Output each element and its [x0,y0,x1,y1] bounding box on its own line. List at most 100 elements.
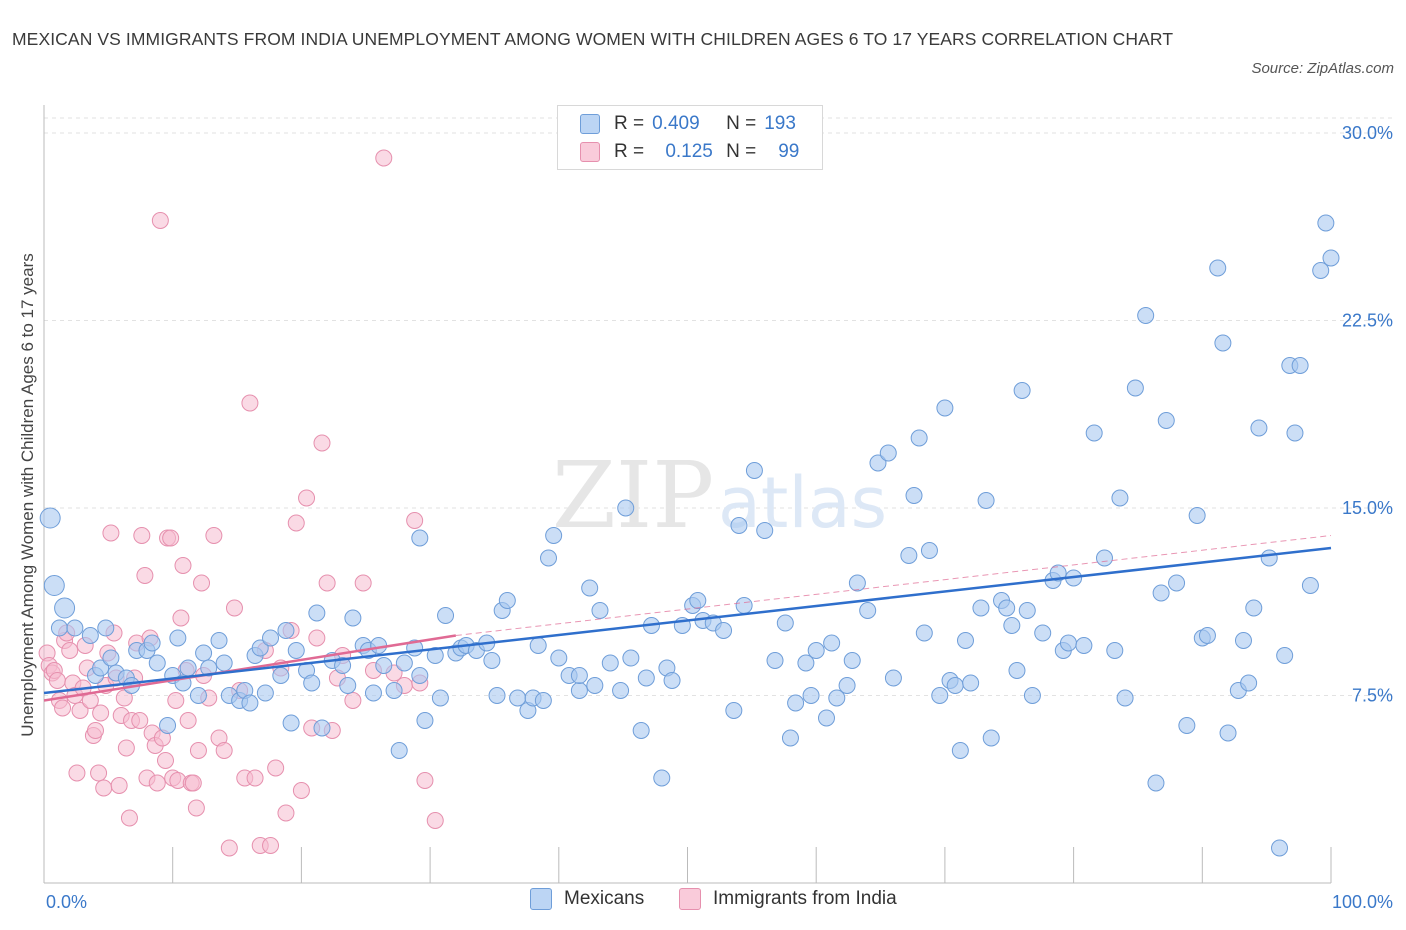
india-point [156,752,174,769]
india-point [133,527,151,544]
mexicans-point [1245,599,1263,617]
mexicans-point [787,694,805,712]
mexicans-point [1214,334,1232,352]
mexicans-point [195,644,213,662]
india-point [92,704,110,722]
tick-labels: 7.5% 15.0% 22.5% 30.0% 0.0% 100.0% [46,123,1393,912]
mexicans-point [534,692,552,709]
mexicans-point [344,609,362,627]
mexicans-point [956,632,974,649]
mexicans-point [1111,489,1129,507]
mexicans-point [802,687,820,704]
mexicans-point [637,669,655,687]
axes [43,105,1332,884]
watermark-atlas: atlas [718,462,887,544]
india-point [287,514,305,532]
mexicans-point [483,652,501,669]
legend-label-india: Immigrants from India [713,888,897,909]
x-tick-label: 0.0% [46,892,87,912]
mexicans-point [905,487,923,504]
mexicans-point [766,652,784,669]
india-swatch [679,888,701,910]
mexicans-point [370,637,388,654]
mexicans-point [1168,574,1186,592]
india-point [71,702,89,719]
mexicans-point [189,687,207,704]
mexicans-point [1085,424,1103,442]
y-tick-label: 15.0% [1342,498,1393,518]
mexicans-point [915,624,933,642]
mexicans-point [1240,674,1258,692]
mexicans-point [776,614,794,632]
mexicans-point [869,454,887,472]
mexicans-point [1116,689,1134,707]
mexicans-point [426,647,444,664]
mexicans-point [241,694,259,712]
mexicans-point [262,629,280,647]
india-point [102,524,120,542]
y-tick-label: 7.5% [1352,686,1393,706]
mexicans-point [1003,617,1021,634]
series-mexicans-points [39,214,1340,857]
mexicans-point [1317,214,1335,232]
mexicans-point [1034,624,1052,642]
mexicans-point [334,657,352,674]
mexicans-point [797,654,815,672]
mexicans-point [43,575,65,596]
mexicans-point [1286,424,1304,442]
y-tick-label: 30.0% [1342,123,1393,143]
mexicans-point [998,599,1016,617]
legend-item-mexicans[interactable]: Mexicans [530,888,644,910]
source-note: Source: ZipAtlas.com [1251,60,1394,77]
india-point [375,149,393,167]
india-point [262,837,280,854]
mexicans-point [437,607,455,624]
india-point [172,609,190,627]
mexicans-point [50,619,68,637]
india-point [225,599,243,617]
india-trend-line [43,634,457,702]
india-point [406,512,424,529]
india-point [184,774,202,792]
mexicans-point [498,592,516,609]
mexicans-point [632,722,650,739]
n-value: 99 [778,141,800,162]
mexicans-point [39,507,61,529]
mexicans-point [581,579,599,597]
mexicans-point [828,689,846,707]
mexicans-point [725,702,743,719]
mexicans-point [1023,687,1041,704]
india-point [354,574,372,592]
india-point [120,809,138,827]
mexicans-point [169,629,187,647]
india-point [110,777,128,794]
mexicans-point [256,684,274,702]
stats-row-mexicans: R = 0.409 N = 193 [580,112,796,136]
mexicans-point [1271,839,1289,857]
mexicans-point [946,677,964,694]
mexicans-point [730,517,748,534]
legend-item-india[interactable]: Immigrants from India [679,888,897,910]
mexicans-point [97,619,115,637]
india-point [179,712,197,729]
n-label: N = [726,113,757,134]
india-point [136,567,154,584]
mexicans-point [586,677,604,694]
mexicans-point [411,529,429,547]
mexicans-point [540,549,558,567]
mexicans-point [251,639,269,657]
mexicans-point [200,659,218,677]
india-point [167,692,185,709]
mexicans-point [1312,262,1330,279]
india-point [117,739,135,757]
mexicans-point [1147,774,1165,792]
mexicans-point [843,652,861,669]
india-point [246,769,264,787]
mexicans-point [1106,642,1124,659]
mexicans-point [951,742,969,759]
trend-lines [43,535,1332,702]
mexicans-point [488,687,506,704]
mexicans-point [622,649,640,667]
mexicans-point [1137,307,1155,324]
